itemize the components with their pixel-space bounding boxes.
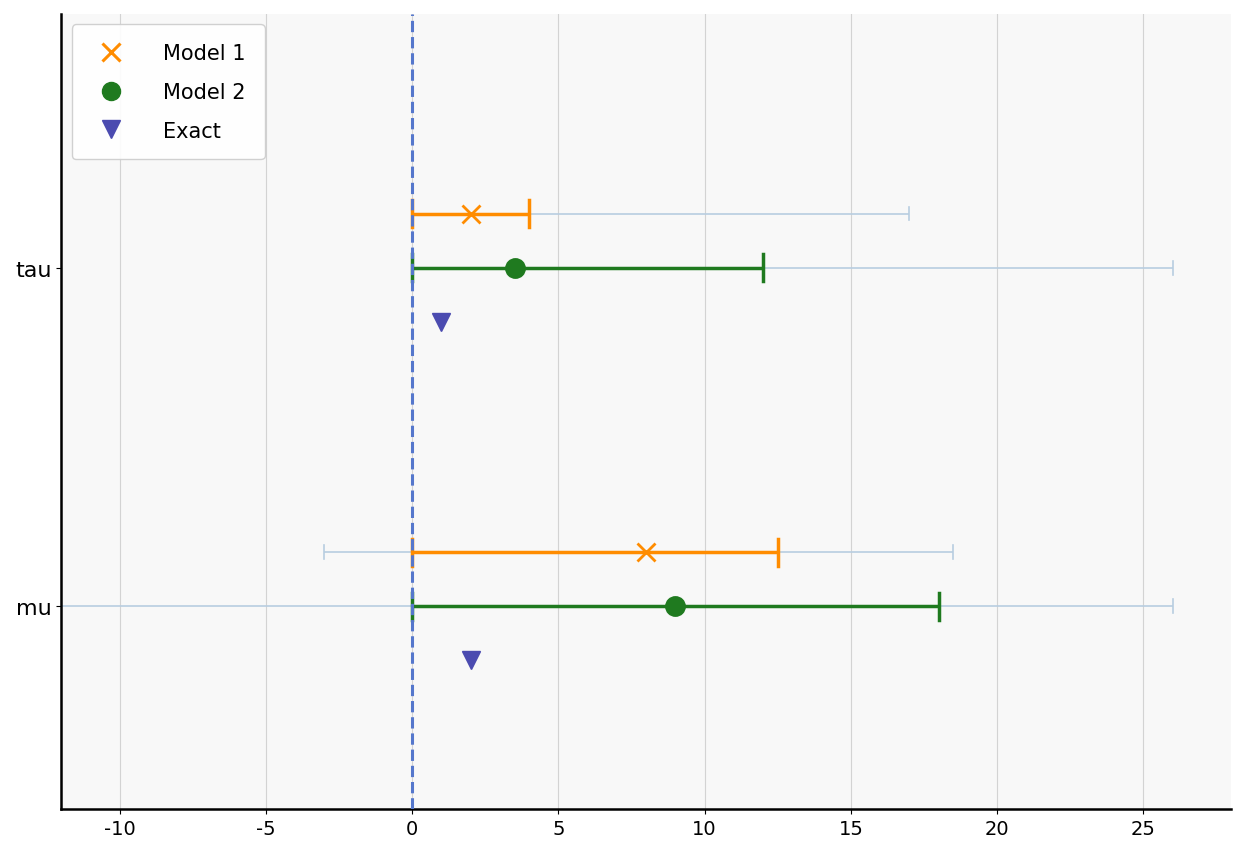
Legend: Model 1, Model 2, Exact: Model 1, Model 2, Exact [71, 26, 264, 160]
